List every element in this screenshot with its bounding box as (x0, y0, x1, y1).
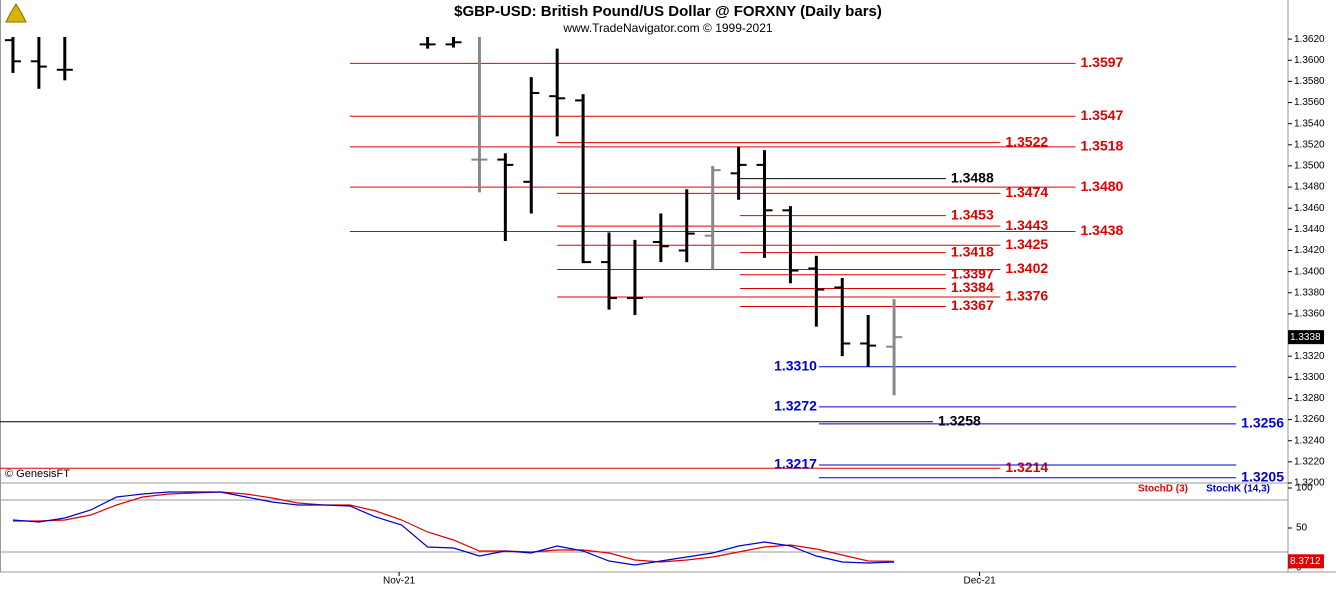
y-tick-label: 1.3460 (1294, 203, 1325, 214)
y-tick-label: 1.3220 (1294, 457, 1325, 468)
level-label: 1.3402 (1005, 260, 1048, 276)
level-label: 1.3438 (1080, 222, 1123, 238)
level-label: 1.3217 (774, 456, 817, 472)
stoch-line (12, 491, 895, 566)
y-tick-label: 1.3300 (1294, 372, 1325, 383)
y-tick-label: 1.3280 (1294, 393, 1325, 404)
level-label: 1.3367 (951, 297, 994, 313)
level-label: 1.3488 (951, 169, 994, 185)
level-label: 1.3256 (1241, 415, 1284, 431)
level-label: 1.3272 (774, 398, 817, 414)
last-price-label: 1.3338 (1290, 332, 1321, 343)
y-tick-label: 1.3540 (1294, 118, 1325, 129)
level-label: 1.3310 (774, 357, 817, 373)
y-tick-label: 1.3500 (1294, 161, 1325, 172)
stoch-tick-label: 100 (1296, 483, 1313, 494)
level-label: 1.3522 (1005, 133, 1048, 149)
y-tick-label: 1.3480 (1294, 182, 1325, 193)
y-tick-label: 1.3440 (1294, 224, 1325, 235)
level-label: 1.3480 (1080, 178, 1123, 194)
y-tick-label: 1.3320 (1294, 351, 1325, 362)
chart-title: $GBP-USD: British Pound/US Dollar @ FORX… (454, 3, 882, 20)
y-tick-label: 1.3200 (1294, 478, 1325, 489)
y-tick-label: 1.3620 (1294, 34, 1325, 45)
copyright: © GenesisFT (5, 468, 70, 480)
level-label: 1.3425 (1005, 236, 1048, 252)
level-label: 1.3376 (1005, 288, 1048, 304)
y-tick-label: 1.3580 (1294, 76, 1325, 87)
level-label: 1.3418 (951, 243, 994, 259)
level-label: 1.3397 (951, 265, 994, 281)
y-tick-label: 1.3360 (1294, 309, 1325, 320)
level-label: 1.3453 (951, 206, 994, 222)
stoch-last-label: 8.3712 (1290, 556, 1321, 567)
level-label: 1.3518 (1080, 138, 1123, 154)
level-label: 1.3547 (1080, 107, 1123, 123)
stoch-line (12, 491, 895, 563)
y-tick-label: 1.3560 (1294, 97, 1325, 108)
x-tick-label: Dec-21 (963, 576, 996, 587)
level-label: 1.3258 (938, 412, 981, 428)
last-price-box (1288, 330, 1324, 345)
legend-entry: StochD (3) (1138, 484, 1188, 495)
level-label: 1.3205 (1241, 468, 1284, 484)
chart-subtitle: www.TradeNavigator.com © 1999-2021 (562, 21, 772, 35)
x-tick-label: Nov-21 (383, 576, 416, 587)
y-tick-label: 1.3400 (1294, 266, 1325, 277)
level-label: 1.3384 (951, 279, 994, 295)
y-tick-label: 1.3600 (1294, 55, 1325, 66)
y-tick-label: 1.3520 (1294, 139, 1325, 150)
stoch-tick-label: 50 (1296, 523, 1308, 534)
y-tick-label: 1.3240 (1294, 435, 1325, 446)
stoch-last-box (1288, 554, 1324, 569)
y-tick-label: 1.3380 (1294, 287, 1325, 298)
y-tick-label: 1.3420 (1294, 245, 1325, 256)
level-label: 1.3443 (1005, 217, 1048, 233)
level-label: 1.3474 (1005, 184, 1048, 200)
y-tick-label: 1.3260 (1294, 414, 1325, 425)
logo (5, 3, 27, 23)
level-label: 1.3597 (1080, 54, 1123, 70)
level-label: 1.3214 (1005, 459, 1048, 475)
legend-entry: StochK (14,3) (1206, 484, 1270, 495)
